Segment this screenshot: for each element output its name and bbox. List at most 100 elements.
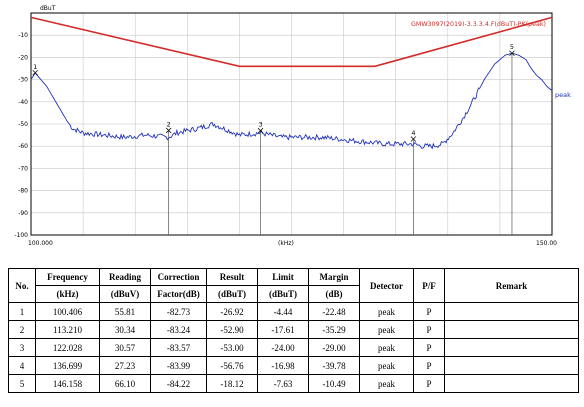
header-detector: Detector bbox=[359, 268, 414, 303]
table-cell bbox=[444, 374, 579, 393]
table-header-row: No. Frequency Reading Correction Result … bbox=[8, 268, 579, 303]
marker-label: 2 bbox=[167, 120, 171, 128]
table-cell: -82.73 bbox=[150, 302, 207, 321]
y-axis-ticks: -10 -20 -30 -40 -50 -60 -70 -80 -90 -100 bbox=[14, 32, 28, 239]
header-no: No. bbox=[8, 268, 36, 303]
table-cell: -17.61 bbox=[257, 320, 309, 339]
table-row: 5 146.158 66.10 -84.22 -18.12 -7.63 -10.49 peak… bbox=[8, 374, 579, 393]
table-cell: 136.699 bbox=[35, 356, 100, 375]
table-cell: peak bbox=[359, 356, 414, 375]
y-tick-label: -10 bbox=[18, 32, 28, 39]
table-cell: 66.10 bbox=[99, 374, 151, 393]
table-cell: -22.48 bbox=[308, 302, 360, 321]
unit-reading: (dBuV) bbox=[99, 285, 151, 303]
measurement-trace bbox=[30, 52, 553, 150]
y-tick-label: -90 bbox=[18, 210, 28, 217]
table-cell: -35.29 bbox=[308, 320, 360, 339]
table-cell: peak bbox=[359, 374, 414, 393]
table-row: 2 113.210 30.34 -83.24 -52.90 -17.61 -35.29 pea… bbox=[8, 320, 579, 339]
marker-x-symbol bbox=[410, 136, 417, 142]
y-tick-label: -100 bbox=[14, 232, 28, 239]
y-tick-label: -40 bbox=[18, 99, 28, 106]
x-axis-label: (kHz) bbox=[278, 240, 294, 247]
table-cell: -4.44 bbox=[257, 302, 309, 321]
table-cell: 55.81 bbox=[99, 302, 151, 321]
table-cell: P bbox=[413, 302, 445, 321]
table-cell: P bbox=[413, 338, 445, 357]
unit-correction: Factor(dB) bbox=[150, 285, 207, 303]
table-cell: -39.78 bbox=[308, 356, 360, 375]
marker-x-symbol bbox=[165, 127, 172, 134]
chart-grid bbox=[31, 13, 552, 235]
table-cell: 100.406 bbox=[35, 302, 100, 321]
table-cell: -18.12 bbox=[206, 374, 258, 393]
marker-lines bbox=[168, 53, 513, 235]
unit-result: (dBuT) bbox=[206, 285, 258, 303]
markers: 1 2 3 4 5 bbox=[32, 43, 515, 142]
table-cell: -53.00 bbox=[206, 338, 258, 357]
chart-svg: -10 -20 -30 -40 -50 -60 -70 -80 -90 -100 dBuT 100… bbox=[14, 5, 571, 247]
marker-4: 4 bbox=[410, 129, 417, 142]
table-cell bbox=[444, 338, 579, 357]
marker-1: 1 bbox=[32, 63, 39, 76]
table-cell: 1 bbox=[8, 302, 36, 321]
table-cell: 27.23 bbox=[99, 356, 151, 375]
table-cell: P bbox=[413, 374, 445, 393]
table-cell: peak bbox=[359, 338, 414, 357]
table-cell: -83.24 bbox=[150, 320, 207, 339]
x-axis-start-label: 100.000 bbox=[28, 240, 53, 247]
table-cell: -10.49 bbox=[308, 374, 360, 393]
header-remark: Remark bbox=[444, 268, 579, 303]
header-frequency: Frequency bbox=[35, 268, 100, 286]
table-cell: peak bbox=[359, 302, 414, 321]
y-tick-label: -70 bbox=[18, 165, 28, 172]
header-pf: P/F bbox=[413, 268, 445, 303]
results-table: No. Frequency Reading Correction Result … bbox=[8, 268, 579, 393]
table-row: 1 100.406 55.81 -82.73 -26.92 -4.44 -22.48 peak… bbox=[8, 302, 579, 321]
header-limit: Limit bbox=[257, 268, 309, 286]
table-cell: P bbox=[413, 320, 445, 339]
table-row: 3 122.028 30.57 -83.57 -53.00 -24.00 -29.00 pea… bbox=[8, 338, 579, 357]
table-body: 1 100.406 55.81 -82.73 -26.92 -4.44 -22.48 peak… bbox=[8, 302, 579, 393]
header-margin: Margin bbox=[308, 268, 360, 286]
table-cell: -56.76 bbox=[206, 356, 258, 375]
table-cell: P bbox=[413, 356, 445, 375]
y-tick-label: -50 bbox=[18, 121, 28, 128]
table-cell: 122.028 bbox=[35, 338, 100, 357]
marker-label: 3 bbox=[258, 121, 262, 129]
table-cell: 113.210 bbox=[35, 320, 100, 339]
table-cell: -7.63 bbox=[257, 374, 309, 393]
header-reading: Reading bbox=[99, 268, 151, 286]
y-tick-label: -80 bbox=[18, 188, 28, 195]
table-cell: -16.98 bbox=[257, 356, 309, 375]
header-correction: Correction bbox=[150, 268, 207, 286]
unit-limit: (dBuT) bbox=[257, 285, 309, 303]
table-cell: -84.22 bbox=[150, 374, 207, 393]
trace-label: peak bbox=[555, 91, 571, 99]
x-axis-end-label: 150.00 bbox=[536, 240, 557, 247]
table-cell: peak bbox=[359, 320, 414, 339]
header-result: Result bbox=[206, 268, 258, 286]
y-tick-label: -30 bbox=[18, 77, 28, 84]
marker-2: 2 bbox=[165, 120, 172, 134]
y-tick-label: -60 bbox=[18, 143, 28, 150]
table-cell: -24.00 bbox=[257, 338, 309, 357]
marker-label: 5 bbox=[510, 43, 514, 51]
y-tick-label: -20 bbox=[18, 54, 28, 61]
table-cell bbox=[444, 302, 579, 321]
table-cell: 30.57 bbox=[99, 338, 151, 357]
table-cell: 5 bbox=[8, 374, 36, 393]
table-cell: -83.57 bbox=[150, 338, 207, 357]
table-cell: 2 bbox=[8, 320, 36, 339]
emission-chart: -10 -20 -30 -40 -50 -60 -70 -80 -90 -100 dBuT 100… bbox=[14, 5, 571, 247]
table-cell: 4 bbox=[8, 356, 36, 375]
table-cell: 30.34 bbox=[99, 320, 151, 339]
table-cell: -52.90 bbox=[206, 320, 258, 339]
table-cell: -83.99 bbox=[150, 356, 207, 375]
plot-frame bbox=[30, 12, 553, 236]
table-row: 4 136.699 27.23 -83.99 -56.76 -16.98 -39.78 pea… bbox=[8, 356, 579, 375]
table-cell: 146.158 bbox=[35, 374, 100, 393]
marker-x-symbol bbox=[257, 127, 264, 134]
unit-frequency: (kHz) bbox=[35, 285, 100, 303]
unit-margin: (dB) bbox=[308, 285, 360, 303]
